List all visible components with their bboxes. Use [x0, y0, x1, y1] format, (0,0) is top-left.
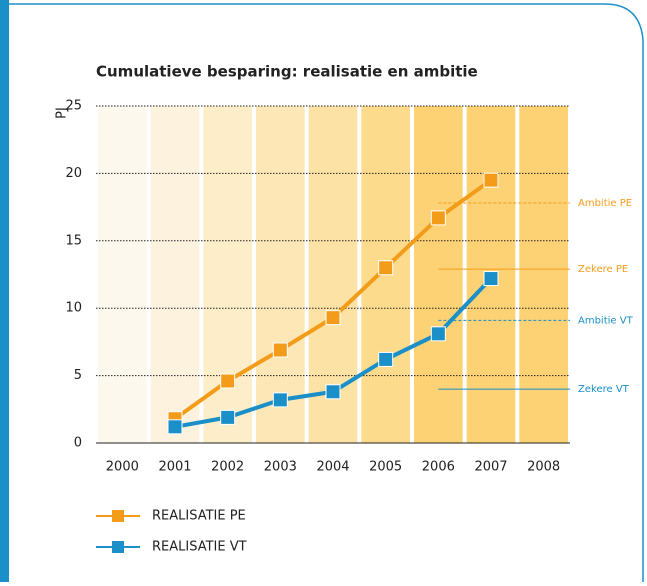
left-border — [0, 0, 9, 582]
data-point — [483, 172, 499, 188]
legend-label: REALISATIE VT — [152, 540, 247, 555]
x-tick-label: 2002 — [211, 460, 244, 475]
y-tick-label: 5 — [74, 368, 82, 383]
reference-label: Zekere PE — [578, 264, 628, 275]
data-point — [378, 260, 394, 276]
data-point — [167, 419, 183, 435]
y-tick-label: 20 — [65, 166, 82, 181]
legend-marker — [112, 510, 124, 522]
data-point — [430, 326, 446, 342]
reference-label: Ambitie VT — [578, 315, 634, 326]
column-band — [150, 106, 200, 443]
data-point — [272, 392, 288, 408]
legend-marker — [112, 541, 124, 553]
x-tick-label: 2004 — [316, 460, 349, 475]
data-point — [430, 210, 446, 226]
x-tick-label: 2008 — [527, 460, 560, 475]
x-tick-label: 2006 — [422, 460, 455, 475]
data-point — [325, 310, 341, 326]
frame — [9, 3, 644, 582]
data-point — [272, 342, 288, 358]
data-point — [378, 351, 394, 367]
reference-label: Ambitie PE — [578, 198, 632, 209]
y-tick-label: 15 — [65, 233, 82, 248]
column-band — [414, 106, 463, 443]
y-tick-label: 10 — [65, 301, 82, 316]
y-tick-label: 0 — [74, 436, 82, 451]
x-tick-label: 2003 — [264, 460, 297, 475]
data-point — [483, 271, 499, 287]
reference-label: Zekere VT — [578, 384, 630, 395]
legend-label: REALISATIE PE — [152, 509, 246, 524]
data-point — [220, 409, 236, 425]
x-tick-label: 2000 — [106, 460, 139, 475]
column-band — [519, 106, 568, 443]
x-tick-label: 2001 — [158, 460, 191, 475]
x-tick-label: 2005 — [369, 460, 402, 475]
chart-title: Cumulatieve besparing: realisatie en amb… — [96, 63, 478, 81]
data-point — [220, 373, 236, 389]
data-point — [325, 384, 341, 400]
y-tick-label: 25 — [65, 99, 82, 114]
column-band — [256, 106, 305, 443]
y-axis-label: PJ — [55, 107, 70, 119]
x-tick-label: 2007 — [474, 460, 507, 475]
column-band — [98, 106, 147, 443]
